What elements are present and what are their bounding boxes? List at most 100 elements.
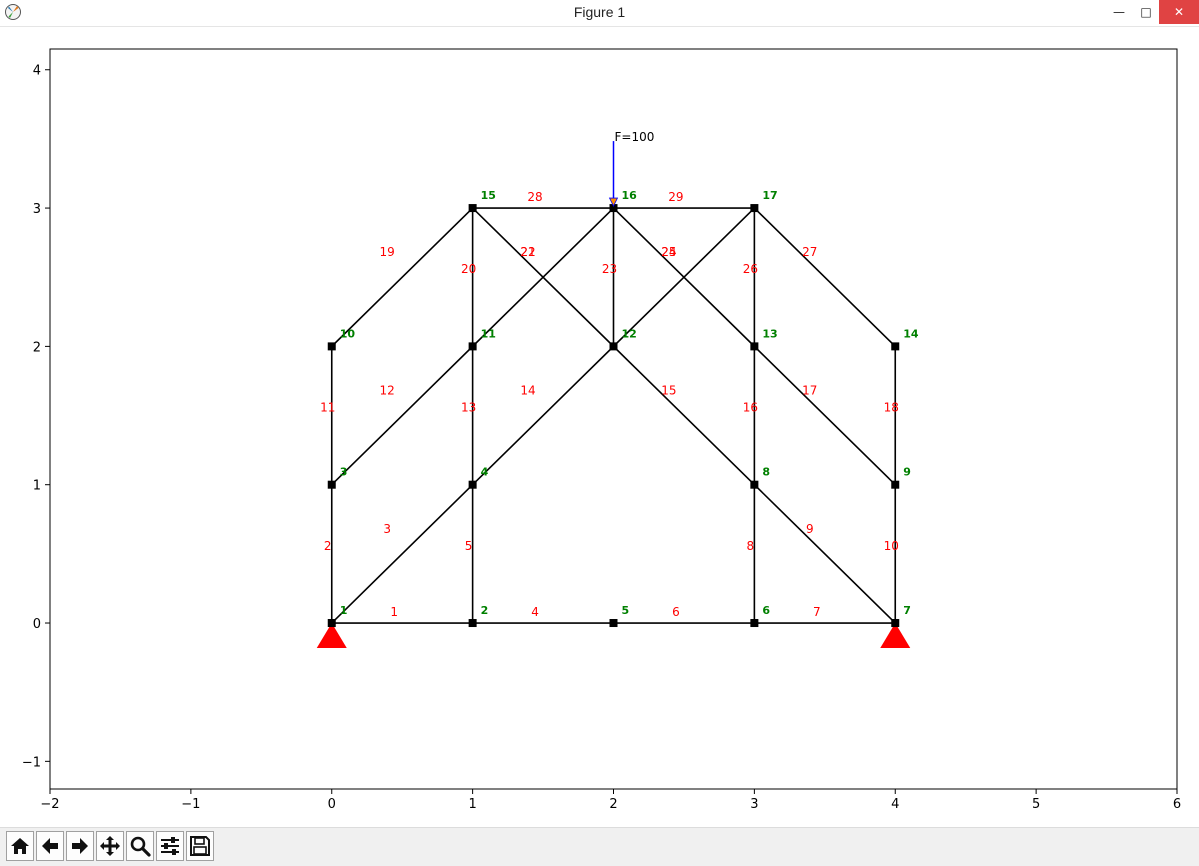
y-tick-label: 3 [33,202,41,217]
maximize-button[interactable]: □ [1140,5,1152,19]
x-tick-label: 0 [328,797,336,812]
x-tick-label: 3 [750,797,758,812]
y-tick-label: 4 [33,64,41,79]
truss-node-10 [327,342,336,351]
truss-member-17 [753,345,896,486]
arrow-right-icon [72,838,88,854]
member-label: 3 [383,522,391,536]
truss-member-27 [753,207,896,347]
member-label: 24 [661,245,676,259]
member-label: 19 [380,245,395,259]
move-icon [100,836,120,856]
member-label: 26 [743,262,758,276]
y-tick-label: −1 [22,755,41,770]
node-label: 16 [622,189,638,202]
member-label: 8 [747,539,755,553]
member-label: 10 [884,539,899,553]
node-label: 8 [762,466,770,479]
minimize-button[interactable]: — [1113,5,1125,19]
forward-button[interactable] [66,831,94,861]
truss-node-3 [327,480,336,489]
y-tick-label: 0 [33,617,41,632]
truss-node-14 [891,342,900,351]
member-label: 7 [813,605,821,619]
truss-member-3 [331,484,474,624]
truss-node-8 [750,480,759,489]
truss-member-22 [472,207,615,347]
node-label: 2 [481,604,489,617]
member-label: 22 [520,245,535,259]
node-label: 13 [762,327,777,340]
magnifier-icon [130,836,151,857]
truss-node-13 [750,342,759,351]
member-label: 16 [743,401,758,415]
title-bar: Figure 1 — □ ✕ [0,0,1199,27]
node-label: 14 [903,327,919,340]
member-label: 9 [806,522,814,536]
matplotlib-app-icon [5,4,21,20]
truss-node-9 [891,480,900,489]
member-label: 13 [461,401,476,415]
node-label: 5 [622,604,630,617]
member-label: 14 [520,384,535,398]
home-button[interactable] [6,831,34,861]
y-tick-label: 2 [33,340,41,355]
x-tick-label: 2 [609,797,617,812]
truss-node-12 [609,342,618,351]
member-label: 27 [802,245,817,259]
member-label: 6 [672,605,680,619]
floppy-disk-icon [190,836,210,856]
pan-button[interactable] [96,831,124,861]
truss-node-6 [750,619,759,628]
truss-member-12 [331,345,474,486]
home-icon [11,838,29,854]
window-title: Figure 1 [573,4,626,20]
member-label: 18 [884,401,899,415]
x-tick-label: −1 [181,797,200,812]
close-button[interactable]: ✕ [1159,0,1199,24]
x-tick-label: −2 [40,797,59,812]
member-label: 15 [661,384,676,398]
node-label: 4 [481,466,489,479]
member-label: 20 [461,262,476,276]
truss-member-14 [472,345,615,486]
x-tick-label: 4 [891,797,899,812]
back-button[interactable] [36,831,64,861]
member-label: 17 [802,384,817,398]
member-label: 12 [380,384,395,398]
truss-node-16 [609,204,618,213]
truss-node-1 [327,619,336,628]
navigation-toolbar [0,827,1199,866]
member-label: 2 [324,539,332,553]
member-label: 1 [390,605,398,619]
x-tick-label: 5 [1032,797,1040,812]
member-label: 28 [527,190,542,204]
node-label: 3 [340,466,348,479]
configure-subplots-button[interactable] [156,831,184,861]
node-label: 10 [340,327,356,340]
member-label: 23 [602,262,617,276]
member-label: 21 [520,245,535,259]
truss-member-9 [753,484,896,624]
x-tick-label: 6 [1173,797,1181,812]
x-tick-label: 1 [468,797,476,812]
truss-node-17 [750,204,759,213]
pin-support-node-1 [316,623,347,649]
truss-node-15 [468,204,477,213]
truss-member-19 [331,207,474,347]
truss-node-4 [468,480,477,489]
node-label: 7 [903,604,911,617]
y-tick-label: 1 [33,479,41,494]
node-label: 1 [340,604,348,617]
member-label: 5 [465,539,473,553]
node-label: 6 [762,604,770,617]
node-label: 15 [481,189,496,202]
load-arrow-head [608,197,619,207]
save-button[interactable] [186,831,214,861]
truss-member-15 [612,345,755,486]
member-label: 29 [668,190,683,204]
zoom-button[interactable] [126,831,154,861]
truss-node-7 [891,619,900,628]
